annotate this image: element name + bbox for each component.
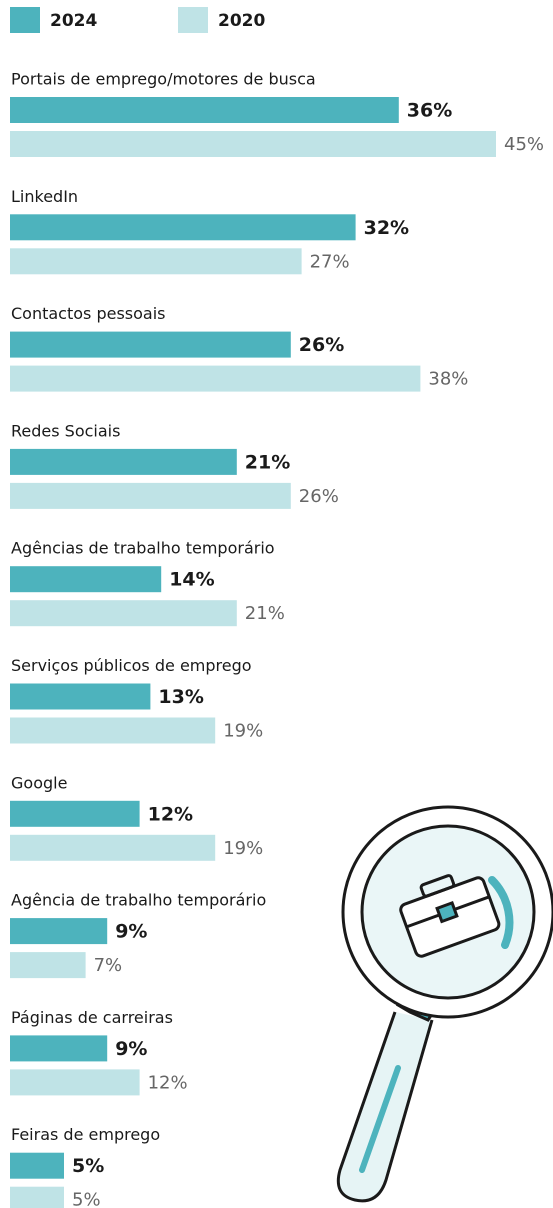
value-label: 19% bbox=[223, 721, 263, 742]
legend-label: 2024 bbox=[50, 11, 97, 31]
value-label: 38% bbox=[428, 369, 468, 390]
bar bbox=[10, 331, 291, 358]
category-label: Agência de trabalho temporário bbox=[11, 891, 266, 910]
bar bbox=[10, 482, 291, 509]
category-label: Google bbox=[11, 773, 67, 792]
bar bbox=[10, 1152, 64, 1179]
bar bbox=[10, 1186, 64, 1208]
value-label: 19% bbox=[223, 838, 263, 859]
bar bbox=[10, 214, 356, 241]
bar bbox=[10, 834, 216, 861]
bar bbox=[10, 97, 399, 123]
value-label: 12% bbox=[148, 803, 193, 825]
legend-swatch bbox=[10, 7, 40, 33]
value-label: 9% bbox=[115, 921, 147, 943]
category-label: Páginas de carreiras bbox=[11, 1008, 173, 1027]
bar bbox=[10, 365, 421, 392]
bar bbox=[10, 800, 140, 827]
legend-swatch bbox=[178, 7, 208, 33]
bar bbox=[10, 1035, 108, 1062]
legend-label: 2020 bbox=[218, 11, 265, 31]
value-label: 9% bbox=[115, 1038, 147, 1060]
category-label: Portais de emprego/motores de busca bbox=[11, 70, 316, 89]
value-label: 5% bbox=[72, 1155, 104, 1177]
value-label: 36% bbox=[407, 100, 452, 122]
value-label: 12% bbox=[148, 1072, 188, 1093]
value-label: 5% bbox=[72, 1190, 101, 1208]
bar bbox=[10, 683, 151, 710]
value-label: 14% bbox=[169, 569, 214, 591]
bar bbox=[10, 717, 216, 744]
bar bbox=[10, 248, 302, 275]
value-label: 21% bbox=[245, 603, 285, 624]
bar bbox=[10, 600, 237, 627]
value-label: 7% bbox=[94, 955, 123, 976]
bar bbox=[10, 1069, 140, 1096]
value-label: 45% bbox=[504, 134, 544, 155]
category-label: Feiras de emprego bbox=[11, 1125, 160, 1144]
bar bbox=[10, 952, 86, 979]
value-label: 26% bbox=[299, 486, 339, 507]
value-label: 21% bbox=[245, 451, 290, 473]
value-label: 13% bbox=[158, 686, 203, 708]
category-label: LinkedIn bbox=[11, 187, 78, 206]
category-label: Serviços públicos de emprego bbox=[11, 656, 252, 675]
bar bbox=[10, 918, 108, 945]
bar bbox=[10, 131, 496, 157]
category-label: Redes Sociais bbox=[11, 421, 120, 440]
value-label: 32% bbox=[364, 217, 409, 239]
category-label: Contactos pessoais bbox=[11, 304, 166, 323]
value-label: 26% bbox=[299, 334, 344, 356]
category-label: Agências de trabalho temporário bbox=[11, 539, 275, 558]
bar bbox=[10, 566, 162, 593]
bar bbox=[10, 448, 237, 475]
value-label: 27% bbox=[310, 251, 350, 272]
magnifier-illustration bbox=[336, 805, 553, 1203]
